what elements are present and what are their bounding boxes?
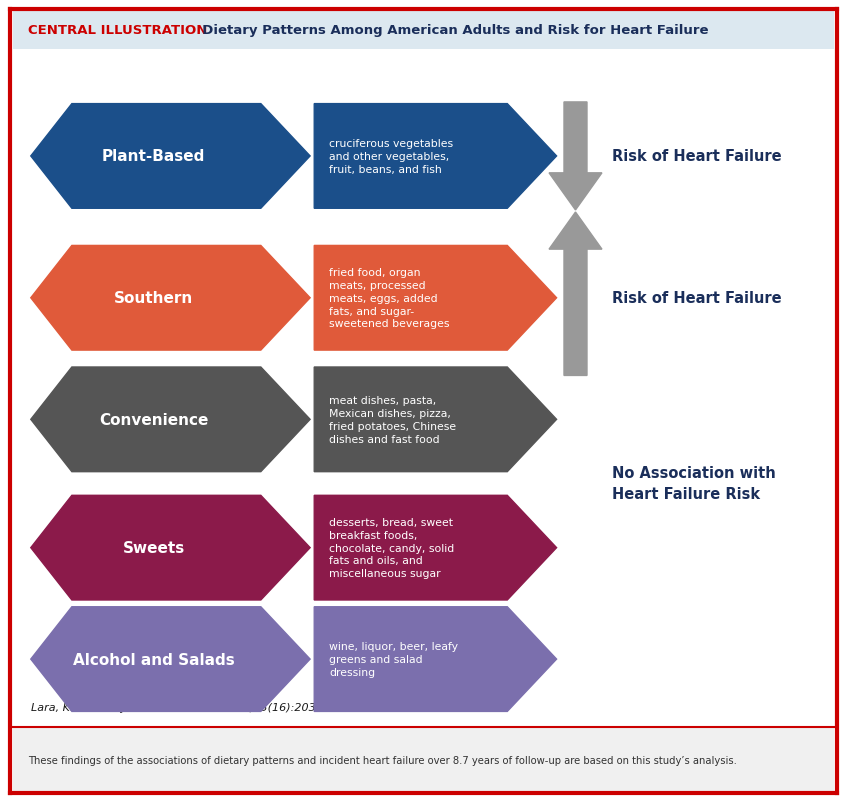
Polygon shape [314,607,556,711]
Text: meat dishes, pasta,
Mexican dishes, pizza,
fried potatoes, Chinese
dishes and fa: meat dishes, pasta, Mexican dishes, pizz… [329,396,457,444]
Polygon shape [314,104,556,209]
Text: Dietary Patterns Among American Adults and Risk for Heart Failure: Dietary Patterns Among American Adults a… [193,24,709,37]
Polygon shape [549,213,602,376]
Text: Risk of Heart Failure: Risk of Heart Failure [612,291,782,306]
Text: cruciferous vegetables
and other vegetables,
fruit, beans, and fish: cruciferous vegetables and other vegetab… [329,139,453,174]
Polygon shape [30,495,310,601]
Bar [13,11,834,50]
Text: wine, liquor, beer, leafy
greens and salad
dressing: wine, liquor, beer, leafy greens and sal… [329,642,458,677]
Text: Plant-Based: Plant-Based [102,149,205,165]
Polygon shape [30,368,310,472]
Polygon shape [30,246,310,351]
Polygon shape [30,607,310,711]
Text: Risk of Heart Failure: Risk of Heart Failure [612,149,782,165]
Text: desserts, bread, sweet
breakfast foods,
chocolate, candy, solid
fats and oils, a: desserts, bread, sweet breakfast foods, … [329,517,454,578]
Text: fried food, organ
meats, processed
meats, eggs, added
fats, and sugar-
sweetened: fried food, organ meats, processed meats… [329,268,450,329]
Text: CENTRAL ILLUSTRATION: CENTRAL ILLUSTRATION [28,24,208,37]
Polygon shape [549,103,602,210]
Text: Sweets: Sweets [123,540,185,556]
Text: Southern: Southern [114,291,193,306]
Text: Lara, K.M. et al. J Am Coll Cardiol. 2019;73(16):2036–45.: Lara, K.M. et al. J Am Coll Cardiol. 201… [30,702,346,712]
Text: No Association with
Heart Failure Risk: No Association with Heart Failure Risk [612,466,776,502]
Text: Alcohol and Salads: Alcohol and Salads [73,652,235,666]
Polygon shape [314,495,556,601]
Polygon shape [30,104,310,209]
Text: These findings of the associations of dietary patterns and incident heart failur: These findings of the associations of di… [28,755,737,764]
Text: Convenience: Convenience [99,412,208,427]
Bar [13,728,834,791]
Polygon shape [314,246,556,351]
Polygon shape [314,368,556,472]
